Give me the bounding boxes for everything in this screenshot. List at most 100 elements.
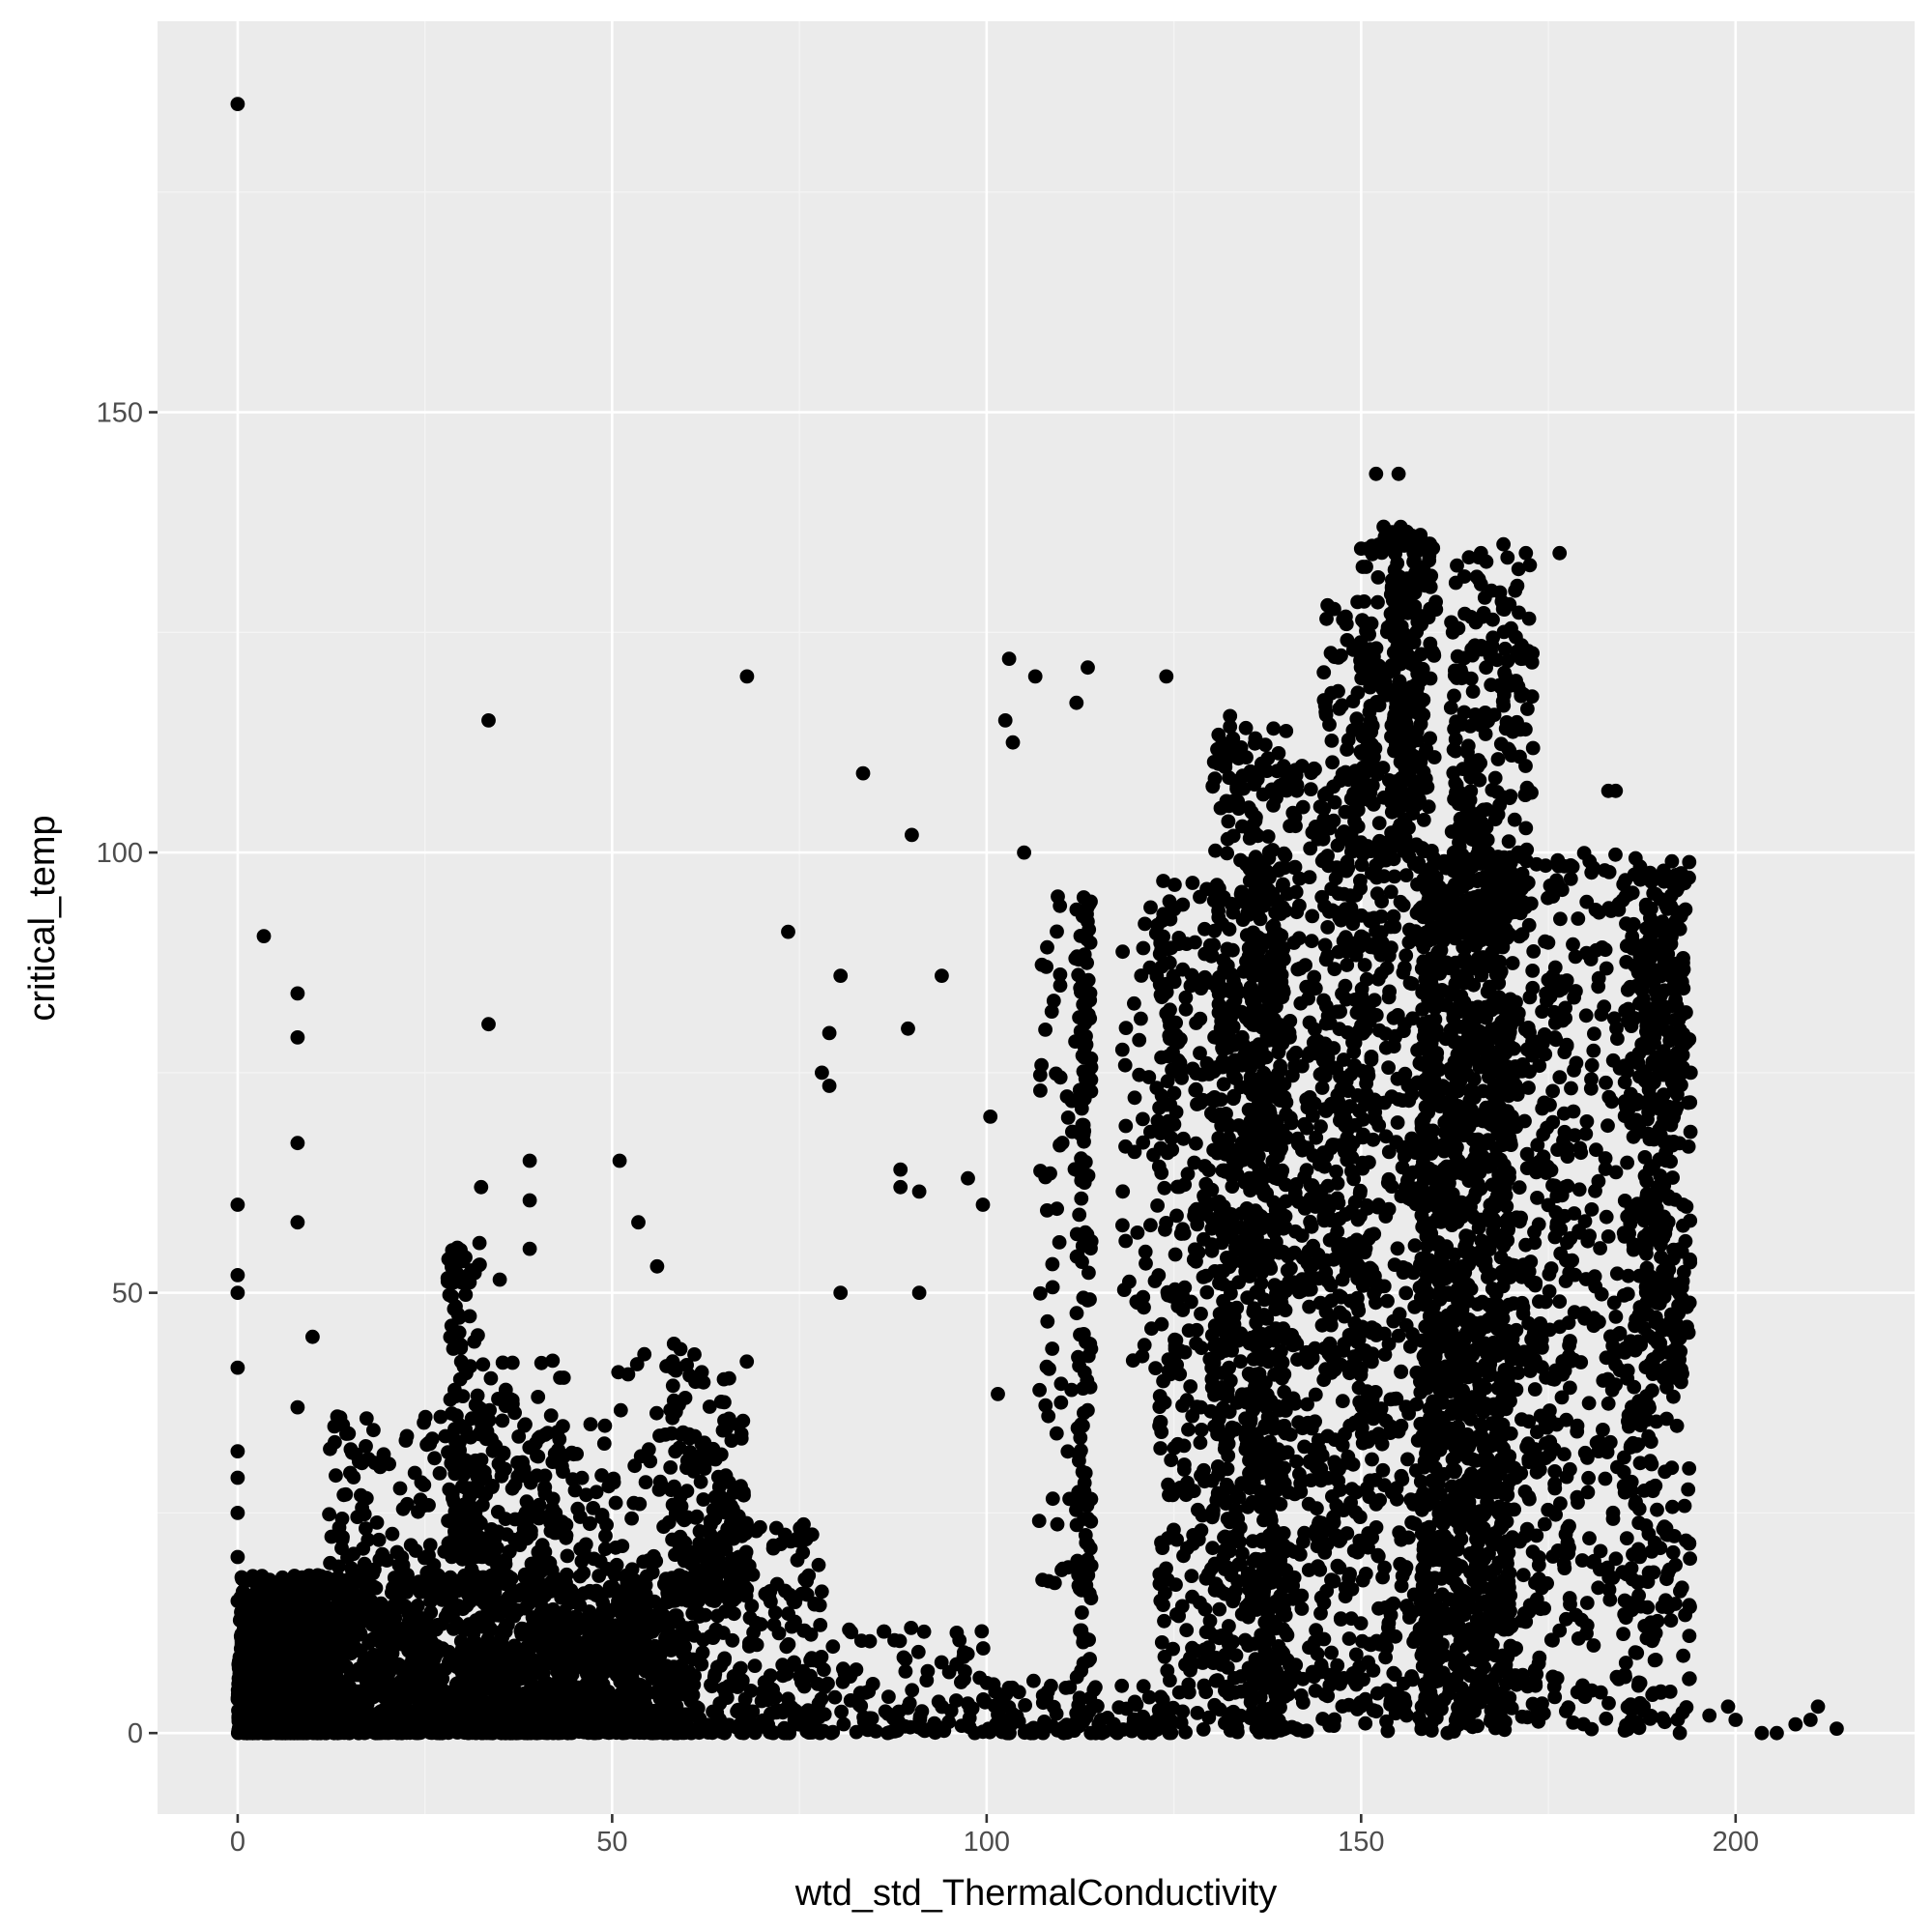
data-point	[449, 1616, 464, 1630]
data-point	[1053, 1395, 1069, 1410]
data-point	[547, 1571, 562, 1586]
data-point	[457, 1656, 472, 1671]
data-point	[331, 1559, 346, 1574]
data-point	[601, 1583, 617, 1599]
data-point	[609, 1557, 624, 1572]
data-point	[359, 1411, 374, 1426]
data-point	[865, 1677, 880, 1691]
data-point	[485, 1443, 501, 1458]
data-point	[694, 1657, 709, 1672]
data-point	[1156, 1598, 1170, 1612]
data-point	[357, 1507, 372, 1522]
data-point	[1072, 1207, 1087, 1223]
data-point	[1154, 942, 1169, 957]
data-point	[1163, 1002, 1177, 1018]
data-point	[821, 1676, 835, 1691]
data-point	[1075, 1605, 1089, 1620]
data-point	[1136, 1111, 1150, 1127]
data-point	[1039, 1359, 1054, 1374]
data-point	[649, 1405, 664, 1421]
data-point	[432, 1710, 447, 1725]
data-point	[834, 1704, 849, 1719]
data-point	[835, 1674, 851, 1689]
data-point	[779, 1725, 794, 1741]
data-point	[480, 1675, 496, 1690]
data-point	[244, 1595, 259, 1610]
data-point	[1033, 1083, 1048, 1098]
data-point	[684, 1620, 700, 1635]
data-point	[687, 1347, 702, 1362]
data-point	[1058, 1681, 1074, 1695]
data-point	[1175, 897, 1191, 912]
data-point	[1135, 1348, 1150, 1364]
data-point	[881, 1689, 896, 1704]
data-point	[1033, 1285, 1048, 1301]
data-point	[369, 1515, 385, 1530]
data-point	[1157, 1395, 1172, 1410]
data-point	[1185, 1061, 1200, 1077]
data-point	[1083, 1072, 1099, 1087]
data-point	[460, 1686, 476, 1700]
data-point	[1045, 1491, 1060, 1507]
data-point	[1194, 1307, 1208, 1321]
data-point	[495, 1413, 510, 1428]
data-point	[453, 1354, 469, 1370]
data-point	[825, 1724, 841, 1740]
data-point	[679, 1484, 695, 1499]
data-point	[443, 1570, 458, 1585]
data-point	[297, 1725, 312, 1740]
data-point	[1198, 1685, 1214, 1700]
data-point	[782, 1587, 797, 1602]
data-point	[640, 1621, 655, 1636]
data-point	[400, 1660, 415, 1675]
data-point	[483, 1370, 499, 1386]
data-point	[767, 1605, 783, 1620]
data-point	[291, 1660, 305, 1676]
data-point	[943, 1703, 959, 1718]
data-point	[1045, 1280, 1060, 1295]
data-point	[442, 1287, 457, 1303]
data-point	[433, 1409, 448, 1425]
data-point	[1154, 1316, 1169, 1332]
data-point	[540, 1426, 556, 1440]
data-point	[406, 1709, 421, 1724]
data-point	[392, 1481, 408, 1496]
data-point	[302, 1580, 317, 1595]
data-point	[1097, 1724, 1111, 1740]
data-point	[1046, 994, 1061, 1008]
data-point	[533, 1355, 549, 1370]
data-point	[804, 1527, 820, 1543]
data-point	[1174, 1071, 1189, 1085]
data-point	[422, 1538, 438, 1552]
data-point	[1127, 995, 1141, 1011]
data-point	[917, 1723, 933, 1739]
data-point	[1175, 1303, 1191, 1317]
data-point	[1160, 1572, 1175, 1587]
data-point	[1076, 890, 1091, 905]
data-point	[1077, 1476, 1092, 1490]
data-point	[665, 1378, 680, 1394]
data-point	[343, 1442, 359, 1456]
data-point	[669, 1608, 684, 1623]
data-point	[668, 1547, 682, 1562]
data-point	[511, 1429, 527, 1444]
data-point	[1158, 1222, 1172, 1237]
data-point	[689, 1509, 705, 1524]
data-point	[827, 1689, 843, 1705]
data-point	[483, 1551, 499, 1567]
data-point	[534, 1633, 550, 1648]
data-point	[1115, 944, 1130, 960]
data-point	[512, 1693, 528, 1709]
data-point	[781, 1606, 795, 1622]
data-point	[797, 1705, 813, 1720]
data-point	[1077, 1405, 1091, 1421]
data-point	[892, 1633, 908, 1649]
data-point	[351, 1692, 366, 1708]
data-point	[427, 1451, 442, 1466]
data-point	[1047, 1575, 1062, 1591]
data-point	[583, 1417, 598, 1431]
data-point	[735, 1673, 750, 1688]
data-point	[1137, 1300, 1151, 1315]
data-point	[1141, 1070, 1157, 1084]
data-point	[1118, 1021, 1134, 1035]
